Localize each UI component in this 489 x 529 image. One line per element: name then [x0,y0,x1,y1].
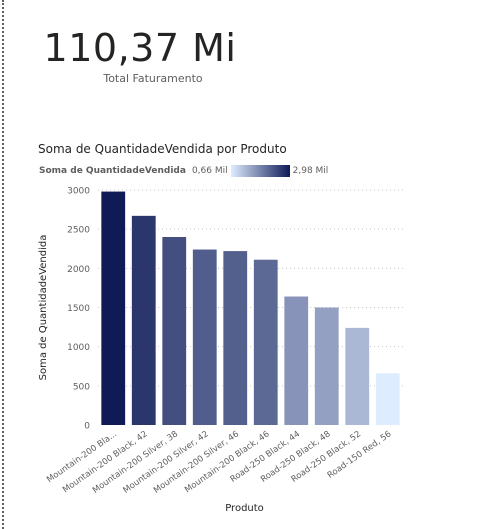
bar[interactable] [375,373,400,425]
bar[interactable] [192,249,217,425]
bar[interactable] [101,191,126,425]
y-tick-label: 2500 [67,226,90,236]
legend-max-label: 2,98 Mil [292,166,329,176]
y-tick-label: 3000 [67,187,90,197]
legend-gradient-bar [230,165,290,177]
bar[interactable] [345,327,370,425]
y-tick-label: 1000 [67,343,90,353]
bar[interactable] [162,237,187,425]
bar-chart-card[interactable]: 0 500 1000 1500 2000 2500 3000 Mountain-200 Bla… [28,138,448,523]
y-tick-label: 500 [73,382,90,392]
bar[interactable] [131,215,156,425]
x-axis-title: Produto [225,503,264,514]
kpi-card-total-faturamento[interactable]: 110,37 Mi Total Faturamento [40,18,240,98]
report-page-border [2,0,4,529]
kpi-label: Total Faturamento [103,72,203,85]
y-tick-label: 1500 [67,304,90,314]
kpi-value: 110,37 Mi [43,26,237,70]
legend-min-label: 0,66 Mil [191,166,228,176]
bar[interactable] [223,251,248,425]
legend-title: Soma de QuantidadeVendida [39,166,186,176]
color-legend: Soma de QuantidadeVendida 0,66 Mil 2,98 … [39,164,328,178]
bar[interactable] [253,259,278,425]
bar[interactable] [284,296,309,425]
chart-title: Soma de QuantidadeVendida por Produto [38,142,287,156]
y-axis-title: Soma de QuantidadeVendida [38,235,49,381]
y-tick-label: 2000 [67,265,90,275]
y-tick-label: 0 [84,422,90,432]
bar[interactable] [314,307,339,426]
